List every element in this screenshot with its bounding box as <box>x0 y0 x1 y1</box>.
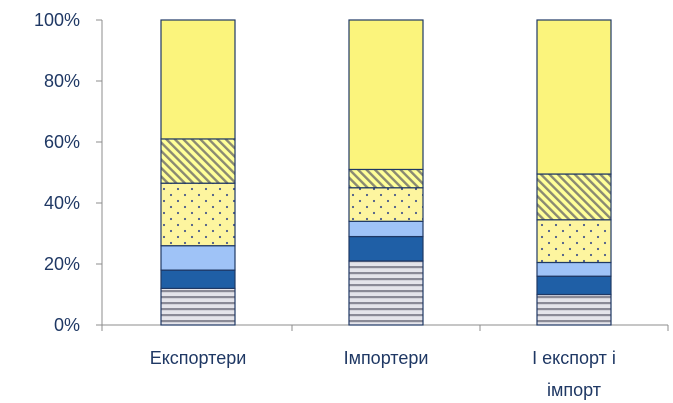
bar-segment <box>348 187 424 222</box>
y-tick-label: 20% <box>44 254 80 274</box>
x-category-label: Імпортери <box>344 348 429 368</box>
y-tick-label: 100% <box>34 10 80 30</box>
bar-segment <box>348 260 424 326</box>
bar-segment <box>536 219 612 264</box>
bar-segment <box>160 19 236 140</box>
bar-segment <box>348 168 424 189</box>
bar-segment <box>348 220 424 238</box>
y-tick-label: 40% <box>44 193 80 213</box>
x-category-label: імпорт <box>547 380 601 400</box>
bar-segment <box>160 182 236 247</box>
bar-segment <box>348 235 424 262</box>
bar-segment <box>536 19 612 175</box>
bar-segment <box>160 287 236 326</box>
x-category-label: Експортери <box>150 348 247 368</box>
bar-segment <box>536 173 612 221</box>
bar-segment <box>160 269 236 290</box>
labels-layer: Експортери Імпортери І експорт і імпорт <box>150 348 616 400</box>
bar-segment <box>536 275 612 296</box>
x-category-label: І експорт і <box>532 348 616 368</box>
bar-segment <box>536 293 612 326</box>
y-tick-label: 0% <box>54 315 80 335</box>
bar-segment <box>348 19 424 171</box>
y-tick-label: 80% <box>44 71 80 91</box>
bar-segment <box>160 138 236 184</box>
bars-layer <box>160 19 612 326</box>
bar-segment <box>536 261 612 277</box>
bar-segment <box>160 245 236 271</box>
y-tick-label: 60% <box>44 132 80 152</box>
